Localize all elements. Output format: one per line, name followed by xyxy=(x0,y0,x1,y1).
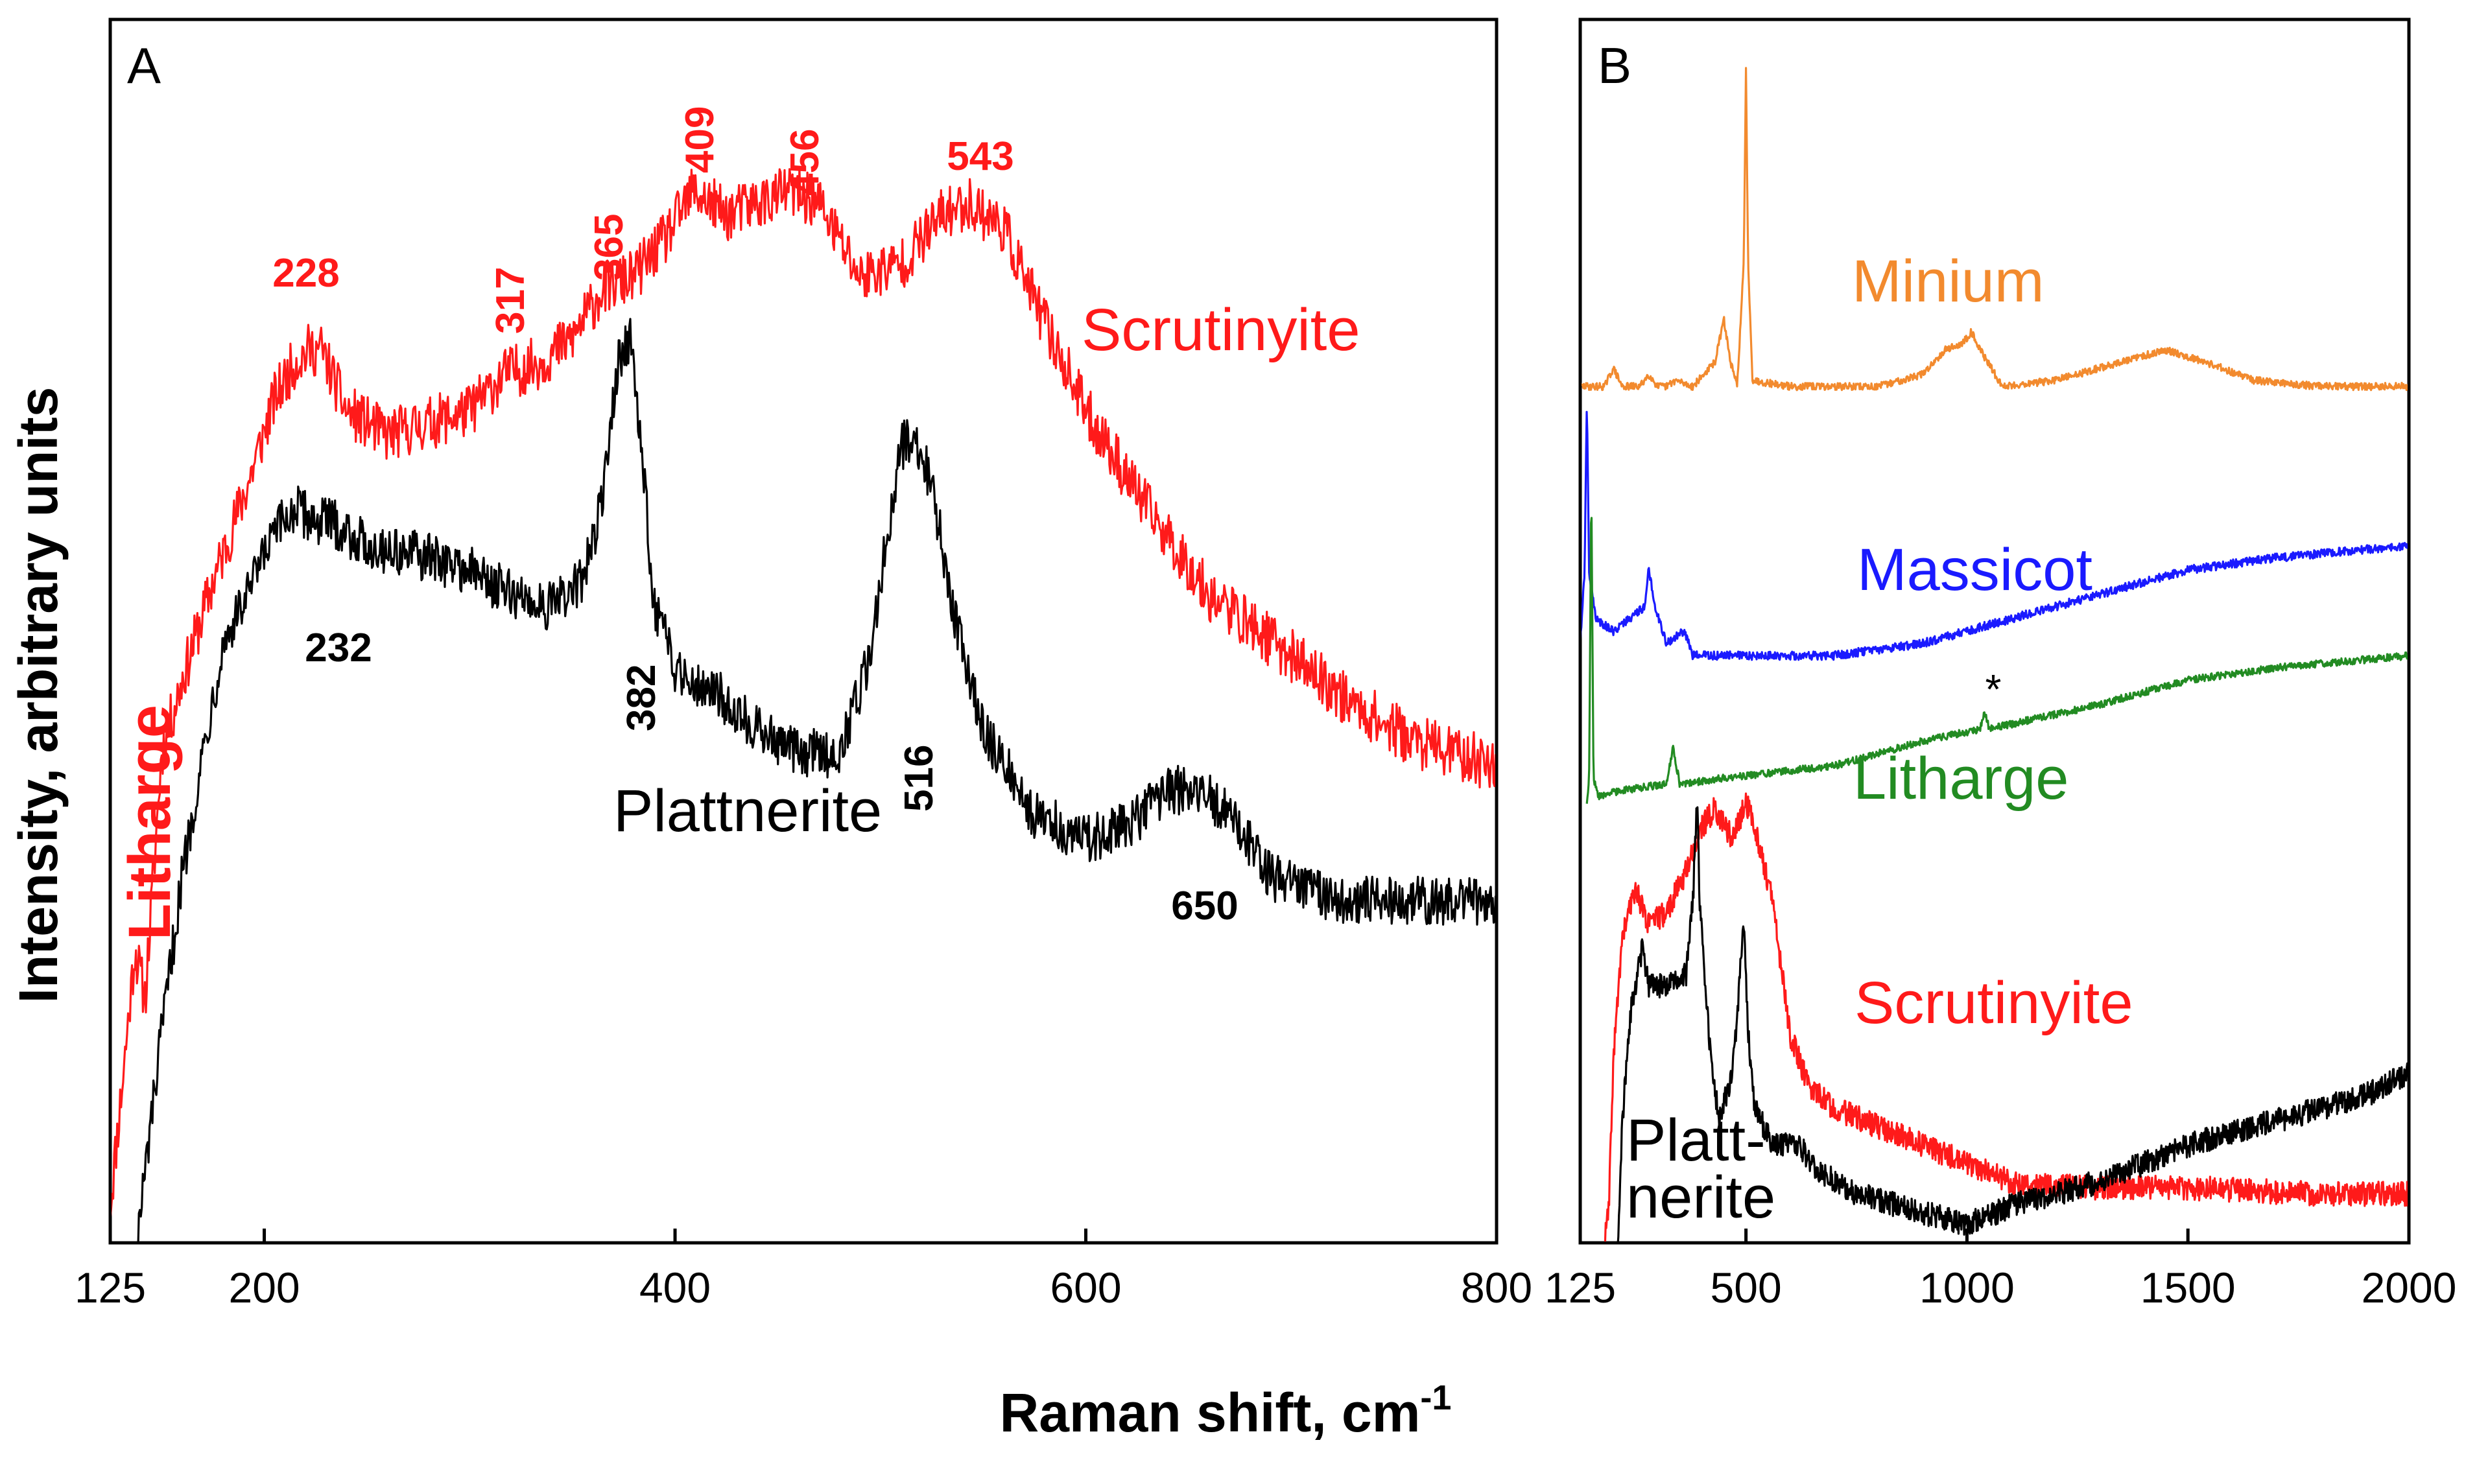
peak-label-365: 365 xyxy=(587,214,632,281)
panel-a-x-ticks: 125 200 400 600 800 xyxy=(75,1229,1532,1312)
peak-label-516: 516 xyxy=(897,745,942,812)
series-label-massicot: Massicot xyxy=(1857,537,2092,603)
x-tick-label-500: 500 xyxy=(1711,1264,1782,1312)
series-line-plattnerite xyxy=(137,318,1495,1242)
panel-a-plot xyxy=(112,167,1495,1242)
x-tick-label-1500: 1500 xyxy=(2140,1264,2236,1312)
panel-a-letter: A xyxy=(127,37,161,94)
series-label-plattnerite-b-line1: Platt- xyxy=(1626,1107,1766,1173)
x-axis-title: Raman shift, cm-1 xyxy=(1000,1378,1452,1443)
x-tick-label-125: 125 xyxy=(75,1264,146,1312)
x-tick-label-1000: 1000 xyxy=(1919,1264,2015,1312)
x-tick-label-200: 200 xyxy=(228,1264,300,1312)
x-tick-label-125: 125 xyxy=(1545,1264,1616,1312)
series-label-minium: Minium xyxy=(1852,248,2044,314)
asterisk-marker: * xyxy=(1985,666,2002,713)
panel-b-frame xyxy=(1578,18,2411,1245)
panel-a-frame xyxy=(108,18,1499,1245)
x-axis-title-superscript: -1 xyxy=(1420,1378,1451,1417)
peak-label-543: 543 xyxy=(947,134,1013,179)
peak-label-409: 409 xyxy=(678,106,722,173)
series-line-plattnerite xyxy=(1617,806,2408,1242)
series-label-scrutinyite-b: Scrutinyite xyxy=(1855,970,2133,1036)
panel-b-letter: B xyxy=(1598,37,1631,94)
series-line-scrutinyite xyxy=(1604,792,2408,1242)
series-label-litharge-b: Litharge xyxy=(1853,746,2068,812)
series-label-plattnerite-b-line2: nerite xyxy=(1626,1164,1775,1231)
x-tick-label-2000: 2000 xyxy=(2362,1264,2457,1312)
series-label-litharge-a: Litharge xyxy=(117,705,183,940)
x-tick-label-400: 400 xyxy=(639,1264,711,1312)
peak-label-317: 317 xyxy=(488,267,533,334)
panel-b-plot xyxy=(1582,67,2408,1242)
peak-label-232: 232 xyxy=(305,626,372,670)
peak-label-228: 228 xyxy=(272,251,339,296)
peak-label-650: 650 xyxy=(1171,884,1238,928)
panel-b-x-ticks: 125 500 1000 1500 2000 xyxy=(1545,1229,2456,1312)
peak-label-456: 456 xyxy=(783,129,827,196)
peak-label-382: 382 xyxy=(619,665,664,731)
x-axis-title-text: Raman shift, cm xyxy=(1000,1382,1421,1443)
y-axis-title: Intensity, arbitrary units xyxy=(8,387,69,1004)
series-label-plattnerite-a: Plattnerite xyxy=(613,778,882,844)
x-tick-label-600: 600 xyxy=(1050,1264,1121,1312)
x-tick-label-800: 800 xyxy=(1461,1264,1532,1312)
series-line-litharge xyxy=(1585,517,2408,804)
series-line-massicot xyxy=(1582,410,2408,661)
series-label-scrutinyite-a: Scrutinyite xyxy=(1082,297,1360,363)
series-line-minium xyxy=(1582,67,2408,392)
series-line-scrutinyite xyxy=(112,167,1495,1218)
